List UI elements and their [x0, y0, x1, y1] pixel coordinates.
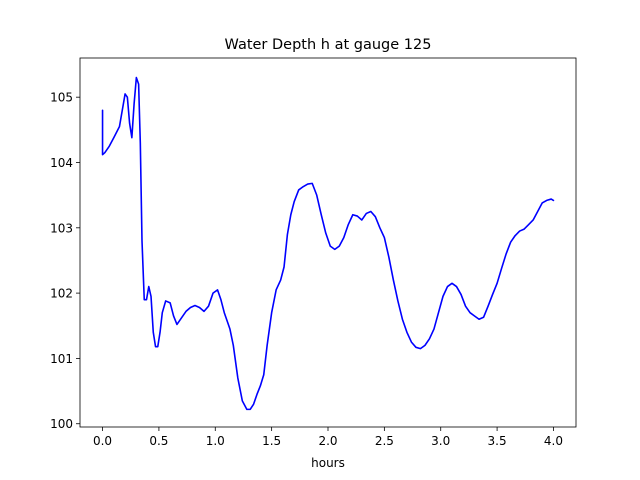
x-tick-label: 0.5 [149, 434, 168, 448]
y-tick-label: 104 [50, 156, 73, 170]
x-tick-label: 2.0 [318, 434, 337, 448]
x-axis-label: hours [311, 456, 345, 470]
axes-frame [79, 57, 577, 428]
series-line-1 [101, 76, 555, 411]
chart-title: Water Depth h at gauge 125 [225, 37, 432, 53]
x-tick-label: 4.0 [544, 434, 563, 448]
y-tick-label: 102 [50, 287, 73, 301]
x-tick-label: 0.0 [93, 434, 112, 448]
y-tick-label: 100 [50, 417, 73, 431]
y-tick-label: 101 [50, 352, 73, 366]
plot-area: 0.0 0.5 1.0 1.5 2.0 2.5 3.0 3.5 4.0 100 101 102 103 1… [50, 57, 577, 448]
x-tick-label: 3.0 [431, 434, 450, 448]
x-tick-label: 1.0 [206, 434, 225, 448]
y-tick-label: 105 [50, 91, 73, 105]
x-tick-label: 2.5 [375, 434, 394, 448]
y-tick-label: 103 [50, 221, 73, 235]
x-tick-label: 1.5 [262, 434, 281, 448]
x-tick-label: 3.5 [488, 434, 507, 448]
